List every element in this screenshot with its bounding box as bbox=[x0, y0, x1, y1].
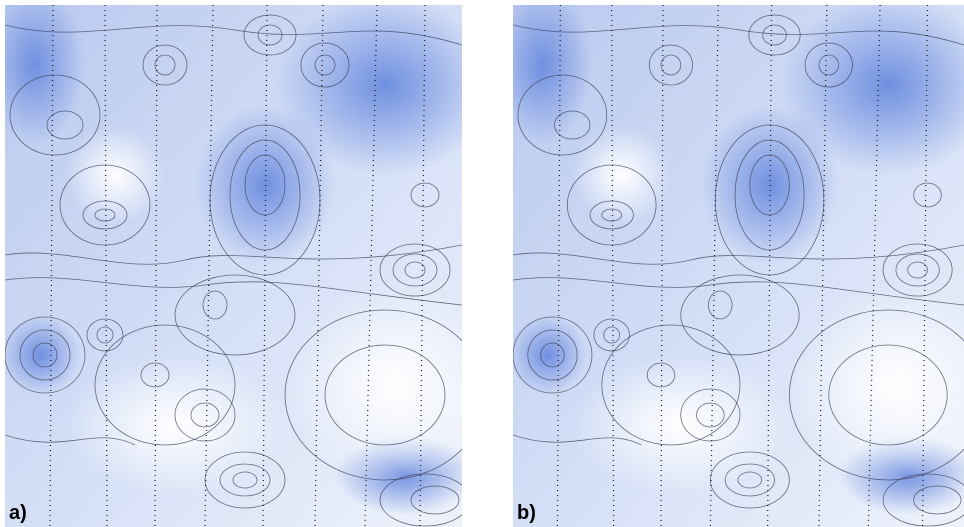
panel: a) bbox=[5, 5, 462, 527]
contour-map bbox=[5, 5, 462, 527]
contour-map bbox=[513, 5, 964, 527]
panel-label: a) bbox=[9, 502, 27, 525]
figure: a) b) bbox=[0, 0, 964, 527]
panel-label: b) bbox=[517, 502, 536, 525]
panel: b) bbox=[513, 5, 964, 527]
